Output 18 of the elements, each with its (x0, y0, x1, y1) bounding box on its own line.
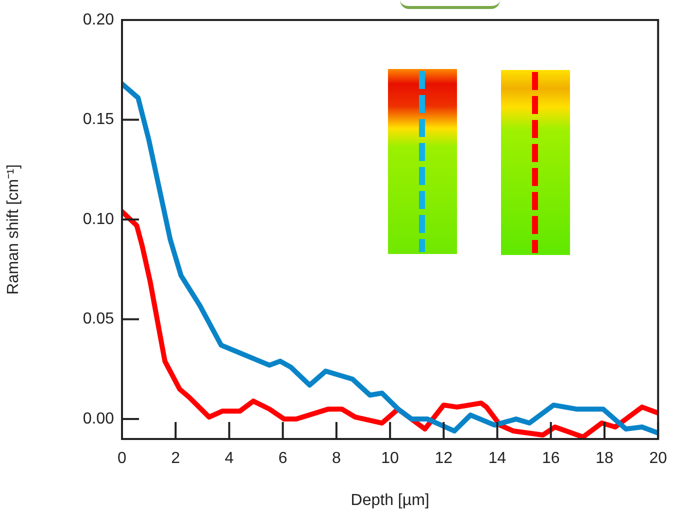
y-tick-label: 0.10 (82, 210, 114, 228)
x-tick-label: 18 (596, 450, 614, 468)
x-tick-label: 0 (118, 450, 127, 468)
x-tick-label: 8 (332, 450, 341, 468)
x-tick-label: 10 (381, 450, 400, 468)
x-tick-label: 6 (278, 450, 288, 468)
x-tick-label: 14 (488, 450, 506, 468)
x-tick-label: 16 (542, 450, 560, 468)
x-axis-title: Depth [µm] (350, 492, 430, 509)
y-tick-label: 0.00 (82, 410, 114, 428)
x-tick-label: 12 (434, 450, 453, 468)
x-tick-label: 2 (171, 450, 180, 468)
x-tick-label: 20 (649, 450, 668, 468)
x-tick-label: 4 (224, 450, 234, 468)
y-tick-label: 0.15 (82, 111, 114, 128)
y-axis-title: Raman shift [cm⁻¹] (5, 164, 22, 295)
y-tick-label: 0.20 (82, 11, 114, 28)
y-tick-label: 0.05 (82, 310, 114, 328)
